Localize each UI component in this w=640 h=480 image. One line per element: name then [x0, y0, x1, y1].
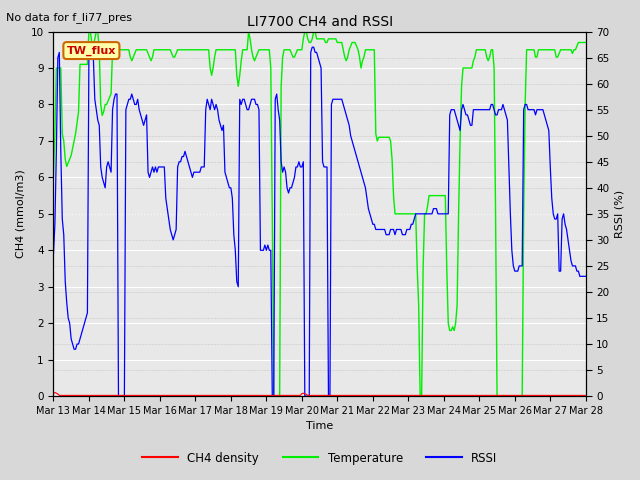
Y-axis label: CH4 (mmol/m3): CH4 (mmol/m3): [15, 169, 25, 258]
Text: TW_flux: TW_flux: [67, 46, 116, 56]
Text: No data for f_li77_pres: No data for f_li77_pres: [6, 12, 132, 23]
Legend: CH4 density, Temperature, RSSI: CH4 density, Temperature, RSSI: [138, 447, 502, 469]
Y-axis label: RSSI (%): RSSI (%): [615, 190, 625, 238]
Title: LI7700 CH4 and RSSI: LI7700 CH4 and RSSI: [246, 15, 393, 29]
X-axis label: Time: Time: [306, 421, 333, 432]
